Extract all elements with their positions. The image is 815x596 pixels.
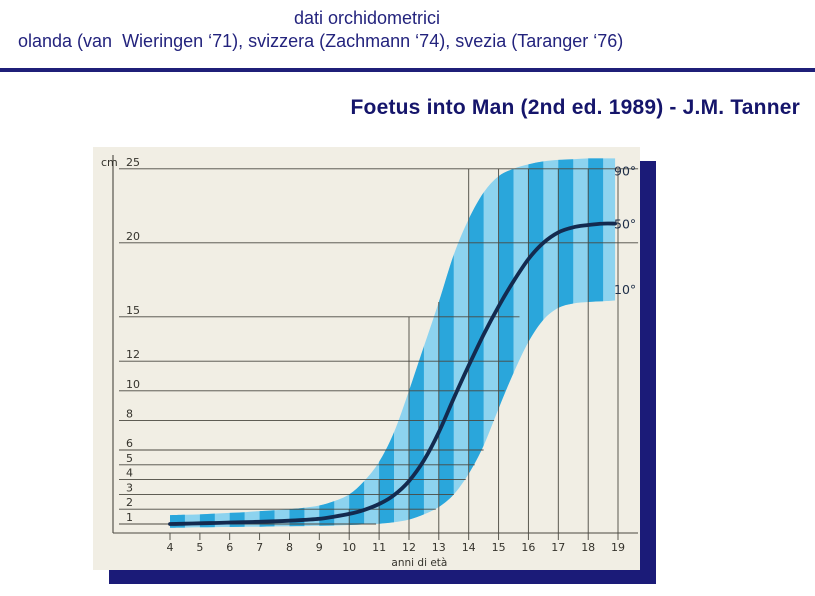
y-axis-unit-label: cm: [101, 156, 118, 169]
x-axis-title: anni di età: [391, 557, 447, 569]
x-tick-label: 7: [256, 541, 263, 554]
growth-chart-figure: cm 1 2 3 4 5 6 8 10 12 15 20 25 4 5 6 7 8 9 10 11 12 13 14 15 16 1…: [93, 147, 640, 570]
y-tick-label: 20: [126, 230, 140, 243]
y-tick-label: 3: [126, 481, 133, 494]
x-tick-label: 10: [342, 541, 356, 554]
subtitle-dati-orchidometrici: dati orchidometrici: [293, 8, 441, 28]
y-tick-label: 1: [126, 511, 133, 524]
percentile-label: 90°: [614, 164, 636, 179]
subtitle-data-sources: olanda (van Wieringen ‘71), svizzera (Za…: [18, 31, 624, 51]
y-tick-label: 10: [126, 378, 140, 391]
x-tick-label: 9: [316, 541, 323, 554]
percentile-label: 10°: [614, 282, 636, 297]
x-tick-label: 5: [196, 541, 203, 554]
percentile-labels: 90° 50° 10°: [614, 164, 636, 297]
x-tick-label: 16: [521, 541, 535, 554]
x-tick-label: 11: [372, 541, 386, 554]
y-tick-label: 5: [126, 452, 133, 465]
x-tick-label: 14: [462, 541, 476, 554]
y-tick-label: 6: [126, 437, 133, 450]
percentile-label: 50°: [614, 217, 636, 232]
x-tick-label: 19: [611, 541, 625, 554]
page-title: Foetus into Man (2nd ed. 1989) - J.M. Ta…: [350, 96, 800, 119]
x-tick-label: 6: [226, 541, 233, 554]
x-tick-label: 18: [581, 541, 595, 554]
x-tick-label: 4: [167, 541, 174, 554]
y-tick-label: 8: [126, 407, 133, 420]
y-tick-label: 25: [126, 156, 140, 169]
y-tick-label: 2: [126, 496, 133, 509]
x-tick-label: 13: [432, 541, 446, 554]
x-tick-label: 15: [492, 541, 506, 554]
y-tick-label: 15: [126, 304, 140, 317]
x-tick-label: 17: [551, 541, 565, 554]
y-tick-label: 4: [126, 467, 133, 480]
x-tick-label: 8: [286, 541, 293, 554]
grid: [119, 168, 639, 540]
x-tick-label: 12: [402, 541, 416, 554]
y-tick-label: 12: [126, 348, 140, 361]
median-curve-50th: [168, 221, 617, 526]
divider-rule: [0, 68, 815, 72]
